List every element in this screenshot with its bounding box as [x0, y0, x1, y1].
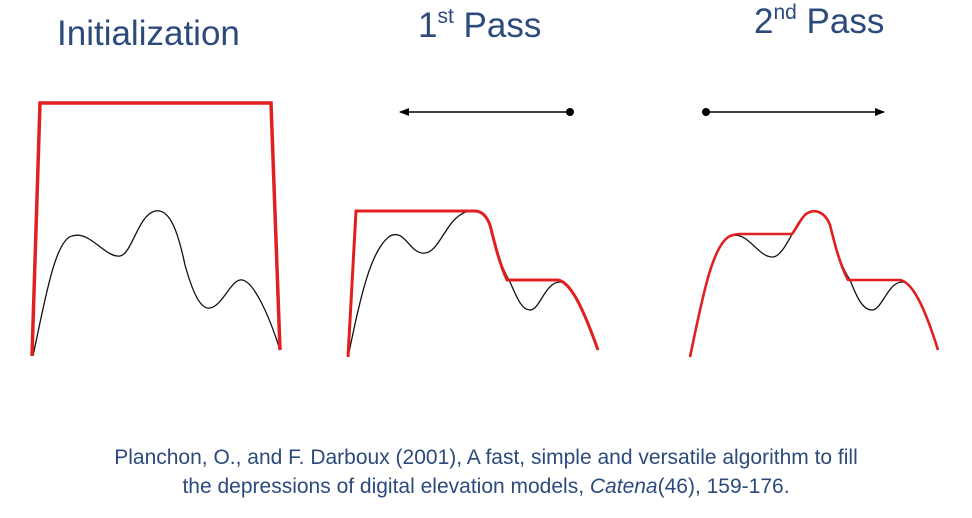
citation: Planchon, O., and F. Darboux (2001), A f…	[30, 443, 942, 501]
citation-volume-pages: (46), 159-176.	[657, 475, 790, 498]
citation-line-2: the depressions of digital elevation mod…	[30, 472, 942, 501]
arrow-origin-dot	[566, 108, 574, 116]
initialization-title: Initialization	[57, 14, 240, 53]
terrain-profile	[689, 211, 939, 358]
terrain-profile	[32, 210, 281, 357]
second-pass-panel	[688, 108, 940, 358]
second-pass-title: 2nd Pass	[754, 1, 885, 41]
first-pass-number: 1	[418, 6, 438, 45]
citation-journal: Catena	[589, 475, 658, 498]
second-pass-ordinal: nd	[773, 1, 797, 24]
arrow-origin-dot	[702, 108, 710, 116]
terrain-profile	[347, 210, 599, 358]
initialization-panel	[30, 101, 282, 357]
first-pass-panel	[346, 108, 600, 358]
first-pass-title: 1st Pass	[418, 5, 542, 45]
citation-text: the depressions of digital elevation mod…	[182, 475, 590, 498]
second-pass-water-surface	[688, 210, 940, 358]
first-pass-water-surface	[346, 209, 600, 358]
citation-line-1: Planchon, O., and F. Darboux (2001), A f…	[114, 446, 858, 469]
first-pass-ordinal: st	[437, 5, 454, 28]
second-pass-label: Pass	[796, 2, 885, 41]
initial-water-surface	[30, 101, 282, 357]
first-pass-label: Pass	[453, 6, 542, 45]
second-pass-number: 2	[754, 2, 774, 41]
